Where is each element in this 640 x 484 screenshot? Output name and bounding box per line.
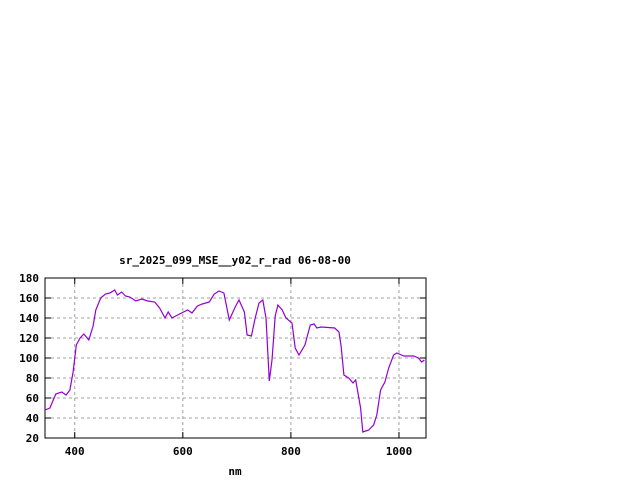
y-tick-label: 180 <box>19 272 39 285</box>
series-line <box>44 289 425 433</box>
x-tick-label: 400 <box>65 445 85 458</box>
y-tick-label: 80 <box>26 372 39 385</box>
plot-border <box>44 277 427 439</box>
y-tick-label: 20 <box>26 432 39 445</box>
y-tick-label: 100 <box>19 352 39 365</box>
y-tick-label: 120 <box>19 332 39 345</box>
chart-title: sr_2025_099_MSE__y02_r_rad 06-08-00 <box>119 254 351 267</box>
y-tick-label: 40 <box>26 412 39 425</box>
x-tick-label: 600 <box>173 445 193 458</box>
y-tick-label: 60 <box>26 392 39 405</box>
y-tick-label: 140 <box>19 312 39 325</box>
x-tick-label: 1000 <box>386 445 413 458</box>
x-tick-label: 800 <box>281 445 301 458</box>
y-tick-label: 160 <box>19 292 39 305</box>
x-axis-label: nm <box>228 465 242 478</box>
